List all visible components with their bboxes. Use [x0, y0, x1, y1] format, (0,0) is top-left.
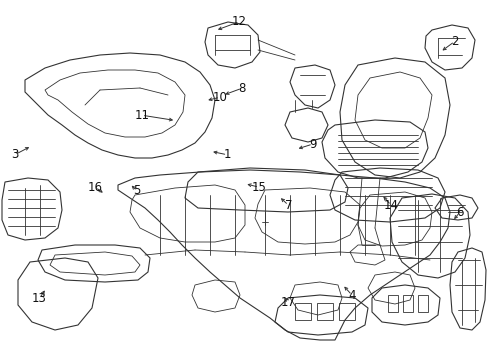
Text: 2: 2 [450, 35, 458, 48]
Text: 10: 10 [212, 91, 227, 104]
Text: 12: 12 [232, 15, 246, 28]
Text: 4: 4 [347, 289, 355, 302]
Text: 6: 6 [455, 206, 463, 219]
Text: 13: 13 [32, 292, 46, 305]
Text: 3: 3 [11, 148, 19, 161]
Text: 17: 17 [281, 296, 295, 309]
Text: 5: 5 [133, 184, 141, 197]
Text: 1: 1 [223, 148, 231, 161]
Text: 7: 7 [284, 199, 292, 212]
Text: 8: 8 [238, 82, 245, 95]
Text: 15: 15 [251, 181, 266, 194]
Text: 14: 14 [383, 199, 398, 212]
Text: 9: 9 [308, 138, 316, 150]
Text: 16: 16 [88, 181, 102, 194]
Text: 11: 11 [134, 109, 149, 122]
